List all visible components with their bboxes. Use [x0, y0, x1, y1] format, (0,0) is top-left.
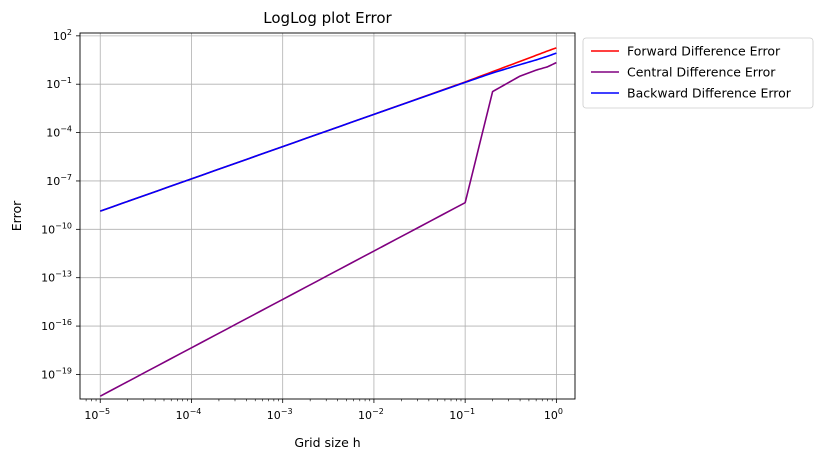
- y-tick-base: 10: [46, 78, 60, 91]
- y-tick-exponent: 2: [67, 28, 72, 37]
- y-tick-label: 10−1: [46, 76, 72, 91]
- y-tick-label: 102: [53, 28, 72, 43]
- legend: Forward Difference Error Central Differen…: [582, 37, 814, 109]
- x-tick-base: 10: [358, 409, 372, 422]
- x-tick-base: 10: [449, 409, 463, 422]
- y-tick-base: 10: [41, 272, 55, 285]
- y-tick-base: 10: [41, 320, 55, 333]
- x-tick-label: 10−5: [84, 407, 110, 422]
- x-axis-label: Grid size h: [294, 435, 360, 450]
- x-tick-label: 100: [544, 407, 563, 422]
- y-tick-exponent: −4: [60, 125, 72, 134]
- x-tick-exponent: −2: [372, 407, 384, 416]
- y-tick-base: 10: [46, 127, 60, 140]
- x-tick-exponent: −4: [190, 407, 202, 416]
- y-tick-label: 10−19: [41, 366, 72, 381]
- x-tick-label: 10−4: [176, 407, 202, 422]
- y-tick-label: 10−10: [41, 221, 72, 236]
- y-tick-label: 10−7: [46, 173, 72, 188]
- grid-lines: [80, 33, 575, 399]
- legend-label: Central Difference Error: [627, 65, 776, 80]
- legend-label: Forward Difference Error: [627, 44, 781, 59]
- y-tick-exponent: −10: [55, 221, 72, 230]
- y-tick-label: 10−13: [41, 270, 72, 285]
- x-tick-base: 10: [176, 409, 190, 422]
- x-tick-label: 10−1: [449, 407, 475, 422]
- y-tick-exponent: −16: [55, 318, 72, 327]
- chart-title: LogLog plot Error: [263, 9, 392, 27]
- y-tick-exponent: −19: [55, 366, 72, 375]
- y-tick-base: 10: [41, 368, 55, 381]
- y-tick-label: 10−4: [46, 125, 72, 140]
- x-tick-exponent: 0: [558, 407, 563, 416]
- x-tick-base: 10: [267, 409, 281, 422]
- y-tick-base: 10: [41, 223, 55, 236]
- x-tick-exponent: −3: [281, 407, 293, 416]
- x-tick-label: 10−3: [267, 407, 293, 422]
- y-tick-base: 10: [53, 30, 67, 43]
- y-tick-exponent: −7: [60, 173, 72, 182]
- y-axis-label: Error: [9, 200, 24, 231]
- y-tick-exponent: −13: [55, 270, 72, 279]
- x-tick-base: 10: [84, 409, 98, 422]
- y-tick-label: 10−16: [41, 318, 72, 333]
- x-tick-label: 10−2: [358, 407, 384, 422]
- x-tick-base: 10: [544, 409, 558, 422]
- x-axis-ticks: 10−5 10−4 10−3 10−2 10−1 100: [84, 399, 563, 422]
- x-tick-exponent: −5: [98, 407, 110, 416]
- series-group: [99, 47, 557, 397]
- x-minor-ticks: [85, 399, 553, 402]
- x-tick-exponent: −1: [463, 407, 475, 416]
- series-line: [99, 61, 557, 397]
- legend-label: Backward Difference Error: [627, 86, 792, 101]
- y-tick-exponent: −1: [60, 76, 72, 85]
- axes-frame: [79, 32, 576, 400]
- y-tick-base: 10: [46, 175, 60, 188]
- legend-box: [582, 37, 814, 109]
- series-line: [99, 52, 557, 212]
